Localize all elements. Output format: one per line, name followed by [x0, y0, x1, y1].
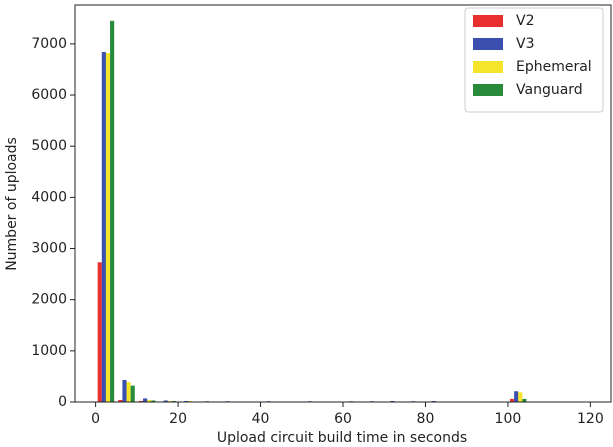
bar	[518, 392, 523, 402]
bar	[105, 53, 111, 402]
bar	[431, 400, 436, 402]
legend-swatch	[473, 61, 503, 73]
legend-swatch	[473, 38, 503, 50]
y-tick-label: 0	[58, 394, 67, 410]
bar	[163, 400, 168, 402]
bar	[110, 20, 115, 403]
bar	[151, 400, 156, 402]
bar	[522, 398, 527, 402]
legend-label: Vanguard	[516, 82, 583, 98]
bar	[97, 262, 102, 402]
bar	[167, 400, 172, 402]
y-axis-label: Number of uploads	[4, 137, 20, 271]
bar	[130, 385, 135, 402]
y-tick-label: 4000	[31, 189, 67, 205]
x-tick-label: 100	[495, 411, 522, 427]
x-tick-label: 40	[252, 411, 270, 427]
legend-swatch	[473, 84, 503, 96]
x-tick-label: 60	[334, 411, 352, 427]
bar	[122, 380, 127, 402]
y-tick-label: 2000	[31, 292, 67, 308]
y-tick-label: 6000	[31, 87, 67, 103]
bar	[184, 400, 189, 402]
x-axis-label: Upload circuit build time in seconds	[217, 430, 467, 446]
legend-label: Ephemeral	[516, 59, 592, 75]
bar	[126, 382, 131, 402]
legend-label: V2	[516, 13, 534, 29]
x-tick-label: 20	[169, 411, 187, 427]
bar	[390, 400, 395, 402]
y-tick-label: 7000	[31, 36, 67, 52]
bar	[101, 52, 106, 402]
bar	[509, 398, 515, 402]
y-tick-label: 1000	[31, 343, 67, 359]
bar	[138, 400, 144, 402]
bar	[118, 399, 123, 402]
bar	[143, 398, 148, 402]
legend-label: V3	[516, 36, 534, 52]
x-tick-label: 80	[417, 411, 435, 427]
legend-swatch	[473, 15, 503, 27]
bar	[514, 391, 519, 402]
bar	[188, 400, 193, 402]
x-tick-label: 120	[577, 411, 604, 427]
y-tick-label: 5000	[31, 138, 67, 154]
y-tick-label: 3000	[31, 241, 67, 257]
bar	[147, 399, 152, 402]
bar	[171, 400, 177, 402]
x-tick-label: 0	[91, 411, 100, 427]
